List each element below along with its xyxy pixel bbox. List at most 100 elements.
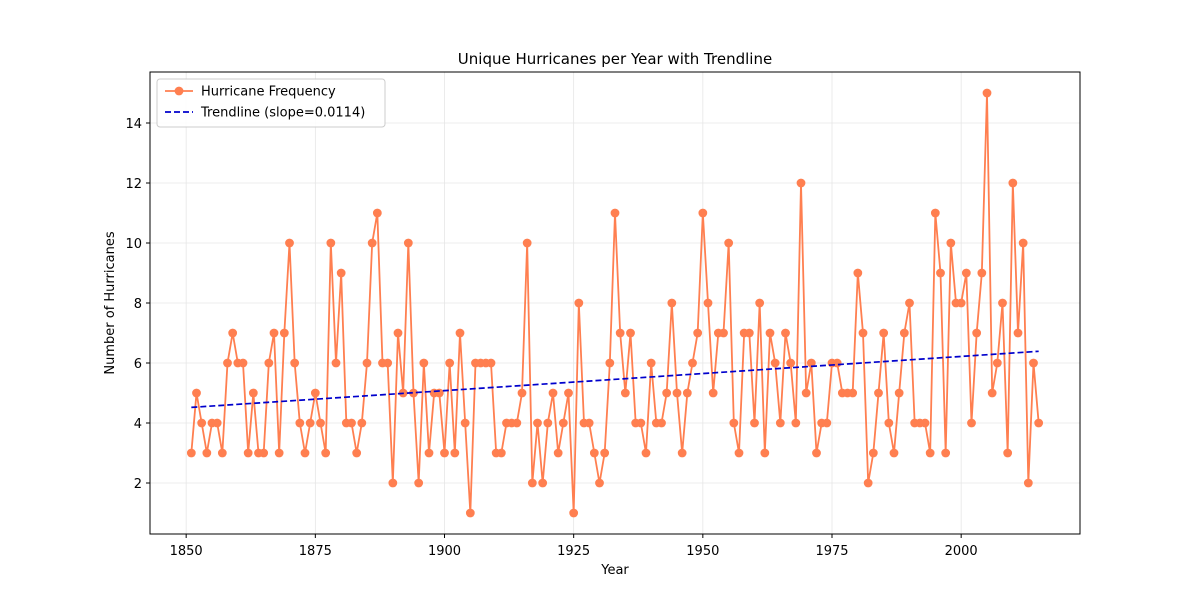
data-point <box>548 388 558 398</box>
data-point <box>290 358 300 368</box>
data-point <box>300 448 310 458</box>
data-point <box>305 418 315 428</box>
data-point <box>832 358 842 368</box>
data-point <box>460 418 470 428</box>
data-point <box>775 418 785 428</box>
data-point <box>657 418 666 428</box>
data-point <box>403 238 413 248</box>
data-point <box>615 328 625 338</box>
data-point <box>326 238 336 248</box>
data-point <box>197 418 207 428</box>
data-point <box>724 238 734 248</box>
data-point <box>362 358 372 368</box>
data-point <box>522 238 532 248</box>
data-point <box>347 418 356 428</box>
data-point <box>801 388 811 398</box>
data-point <box>238 358 248 368</box>
data-point <box>1018 238 1028 248</box>
data-point <box>574 298 584 308</box>
data-point <box>388 478 398 488</box>
data-point <box>755 298 765 308</box>
data-point <box>538 478 548 488</box>
data-point <box>874 388 883 398</box>
axis-ticks: 1850 1875 1900 1925 1950 1975 2000 2 4 6 8 10 12 14 <box>125 117 977 559</box>
data-point <box>295 418 305 428</box>
data-point <box>243 448 253 458</box>
data-point <box>703 298 713 308</box>
data-point <box>770 358 780 368</box>
data-point <box>796 178 806 188</box>
data-point <box>1034 418 1044 428</box>
data-point <box>1003 448 1013 458</box>
data-point <box>383 358 393 368</box>
data-point <box>956 298 966 308</box>
data-point <box>662 388 672 398</box>
data-point <box>217 448 227 458</box>
data-point <box>1023 478 1033 488</box>
data-point <box>982 88 992 98</box>
legend-label: Hurricane Frequency <box>201 85 336 100</box>
data-point <box>409 388 418 398</box>
data-point <box>259 448 269 458</box>
data-point <box>822 418 832 428</box>
data-point <box>331 358 341 368</box>
x-tick-label: 1850 <box>170 544 203 559</box>
data-point <box>228 328 238 338</box>
x-tick-label: 1900 <box>428 544 461 559</box>
data-point <box>269 328 279 338</box>
data-point <box>1008 178 1018 188</box>
data-point <box>641 448 651 458</box>
data-point <box>279 328 289 338</box>
data-point <box>517 388 527 398</box>
data-point <box>264 358 274 368</box>
data-point <box>445 358 455 368</box>
data-point <box>920 418 930 428</box>
data-point <box>605 358 615 368</box>
data-point <box>946 238 956 248</box>
data-point <box>941 448 951 458</box>
data-point <box>533 418 542 428</box>
data-point <box>626 328 635 338</box>
data-point <box>357 418 367 428</box>
data-point <box>486 358 496 368</box>
data-point <box>212 418 222 428</box>
data-point <box>310 388 320 398</box>
data-point <box>202 448 212 458</box>
data-point <box>414 478 424 488</box>
y-tick-label: 14 <box>125 117 142 132</box>
data-point <box>455 328 465 338</box>
data-point <box>372 208 382 218</box>
data-point <box>610 208 620 218</box>
data-point <box>465 508 475 518</box>
data-point <box>853 268 863 278</box>
trendline <box>191 350 1039 409</box>
x-axis-label: Year <box>600 563 629 578</box>
data-point <box>316 418 325 428</box>
legend: Hurricane Frequency Trendline (slope=0.01… <box>156 78 386 128</box>
x-tick-label: 1975 <box>815 544 848 559</box>
data-point <box>636 418 646 428</box>
data-point <box>858 328 868 338</box>
data-point <box>564 388 573 398</box>
x-tick-label: 1875 <box>299 544 332 559</box>
data-point <box>781 328 790 338</box>
data-point <box>496 448 506 458</box>
data-point <box>440 448 449 458</box>
data-point <box>688 358 697 368</box>
data-point <box>682 388 692 398</box>
data-point <box>600 448 610 458</box>
data-point <box>584 418 594 428</box>
x-tick-label: 2000 <box>945 544 978 559</box>
data-point <box>336 268 346 278</box>
data-point <box>248 388 258 398</box>
data-point <box>419 358 429 368</box>
data-point <box>734 448 744 458</box>
data-point <box>884 418 894 428</box>
data-point <box>192 388 201 398</box>
data-point <box>595 478 604 488</box>
data-point <box>677 448 687 458</box>
data-point <box>889 448 899 458</box>
data-point <box>527 478 537 488</box>
data-point <box>667 298 677 308</box>
